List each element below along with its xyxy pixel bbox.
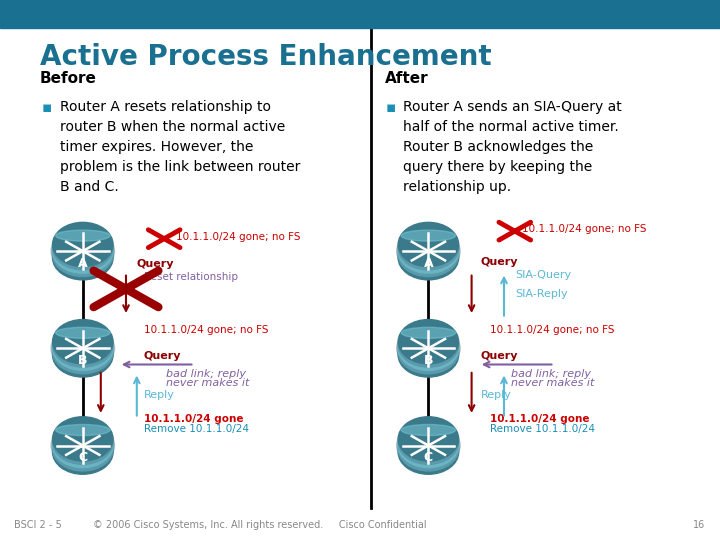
Text: 10.1.1.0/24 gone: 10.1.1.0/24 gone bbox=[490, 414, 589, 423]
Text: A: A bbox=[423, 256, 433, 270]
Text: Active Process Enhancement: Active Process Enhancement bbox=[40, 43, 491, 71]
Ellipse shape bbox=[397, 325, 460, 372]
Text: never makes it: never makes it bbox=[511, 379, 595, 388]
Text: Before: Before bbox=[40, 71, 96, 86]
Text: ▪: ▪ bbox=[385, 100, 395, 115]
Ellipse shape bbox=[398, 222, 459, 267]
Ellipse shape bbox=[398, 333, 459, 377]
Ellipse shape bbox=[55, 424, 110, 436]
Ellipse shape bbox=[401, 424, 456, 436]
Ellipse shape bbox=[397, 422, 460, 469]
Ellipse shape bbox=[53, 235, 113, 280]
Text: Remove 10.1.1.0/24: Remove 10.1.1.0/24 bbox=[490, 424, 595, 434]
Text: SIA-Query: SIA-Query bbox=[515, 271, 571, 280]
Text: Reply: Reply bbox=[481, 390, 512, 400]
Text: B: B bbox=[423, 354, 433, 367]
Ellipse shape bbox=[53, 226, 113, 270]
Ellipse shape bbox=[398, 420, 459, 464]
Ellipse shape bbox=[55, 230, 110, 241]
Ellipse shape bbox=[51, 228, 114, 274]
Ellipse shape bbox=[398, 329, 459, 374]
Ellipse shape bbox=[398, 326, 459, 370]
Ellipse shape bbox=[53, 323, 113, 367]
Ellipse shape bbox=[398, 430, 459, 474]
Ellipse shape bbox=[401, 230, 456, 241]
Ellipse shape bbox=[53, 423, 113, 468]
Ellipse shape bbox=[53, 329, 113, 374]
Ellipse shape bbox=[398, 226, 459, 270]
Ellipse shape bbox=[398, 232, 459, 276]
Ellipse shape bbox=[398, 235, 459, 280]
Text: SIA-Reply: SIA-Reply bbox=[515, 289, 567, 299]
Ellipse shape bbox=[398, 417, 459, 461]
Text: ▪: ▪ bbox=[42, 100, 52, 115]
Text: B: B bbox=[78, 354, 88, 367]
Ellipse shape bbox=[55, 327, 110, 339]
Ellipse shape bbox=[53, 427, 113, 471]
Text: Query: Query bbox=[481, 352, 518, 361]
Text: 16: 16 bbox=[693, 520, 706, 530]
Text: C: C bbox=[424, 451, 433, 464]
Ellipse shape bbox=[53, 430, 113, 474]
Text: never makes it: never makes it bbox=[166, 379, 249, 388]
Text: bad link; reply: bad link; reply bbox=[511, 369, 591, 379]
Ellipse shape bbox=[53, 222, 113, 267]
Ellipse shape bbox=[398, 323, 459, 367]
Bar bbox=[0, 0, 720, 28]
Text: Reset relationship: Reset relationship bbox=[144, 272, 238, 282]
Ellipse shape bbox=[53, 326, 113, 370]
Text: 10.1.1.0/24 gone; no FS: 10.1.1.0/24 gone; no FS bbox=[144, 326, 269, 335]
Text: Remove 10.1.1.0/24: Remove 10.1.1.0/24 bbox=[144, 424, 249, 434]
Text: After: After bbox=[385, 71, 429, 86]
Text: Query: Query bbox=[144, 352, 181, 361]
Text: Router A sends an SIA-Query at
half of the normal active timer.
Router B acknowl: Router A sends an SIA-Query at half of t… bbox=[403, 100, 622, 194]
Ellipse shape bbox=[53, 229, 113, 273]
Text: bad link; reply: bad link; reply bbox=[166, 369, 246, 379]
Text: Query: Query bbox=[137, 259, 174, 268]
Text: 10.1.1.0/24 gone; no FS: 10.1.1.0/24 gone; no FS bbox=[522, 225, 647, 234]
Ellipse shape bbox=[53, 232, 113, 276]
Text: 10.1.1.0/24 gone: 10.1.1.0/24 gone bbox=[144, 414, 243, 423]
Ellipse shape bbox=[51, 325, 114, 372]
Text: Router A resets relationship to
router B when the normal active
timer expires. H: Router A resets relationship to router B… bbox=[60, 100, 300, 194]
Ellipse shape bbox=[401, 327, 456, 339]
Text: Query: Query bbox=[481, 257, 518, 267]
Text: A: A bbox=[78, 256, 88, 270]
Ellipse shape bbox=[53, 420, 113, 464]
Ellipse shape bbox=[398, 427, 459, 471]
Text: C: C bbox=[78, 451, 87, 464]
Text: 10.1.1.0/24 gone; no FS: 10.1.1.0/24 gone; no FS bbox=[176, 232, 301, 241]
Ellipse shape bbox=[53, 417, 113, 461]
Ellipse shape bbox=[398, 423, 459, 468]
Text: 10.1.1.0/24 gone; no FS: 10.1.1.0/24 gone; no FS bbox=[490, 326, 614, 335]
Ellipse shape bbox=[53, 320, 113, 364]
Ellipse shape bbox=[398, 320, 459, 364]
Text: Reply: Reply bbox=[144, 390, 175, 400]
Text: BSCI 2 - 5          © 2006 Cisco Systems, Inc. All rights reserved.     Cisco Co: BSCI 2 - 5 © 2006 Cisco Systems, Inc. Al… bbox=[14, 520, 427, 530]
Ellipse shape bbox=[397, 228, 460, 274]
Ellipse shape bbox=[53, 333, 113, 377]
Ellipse shape bbox=[398, 229, 459, 273]
Ellipse shape bbox=[51, 422, 114, 469]
